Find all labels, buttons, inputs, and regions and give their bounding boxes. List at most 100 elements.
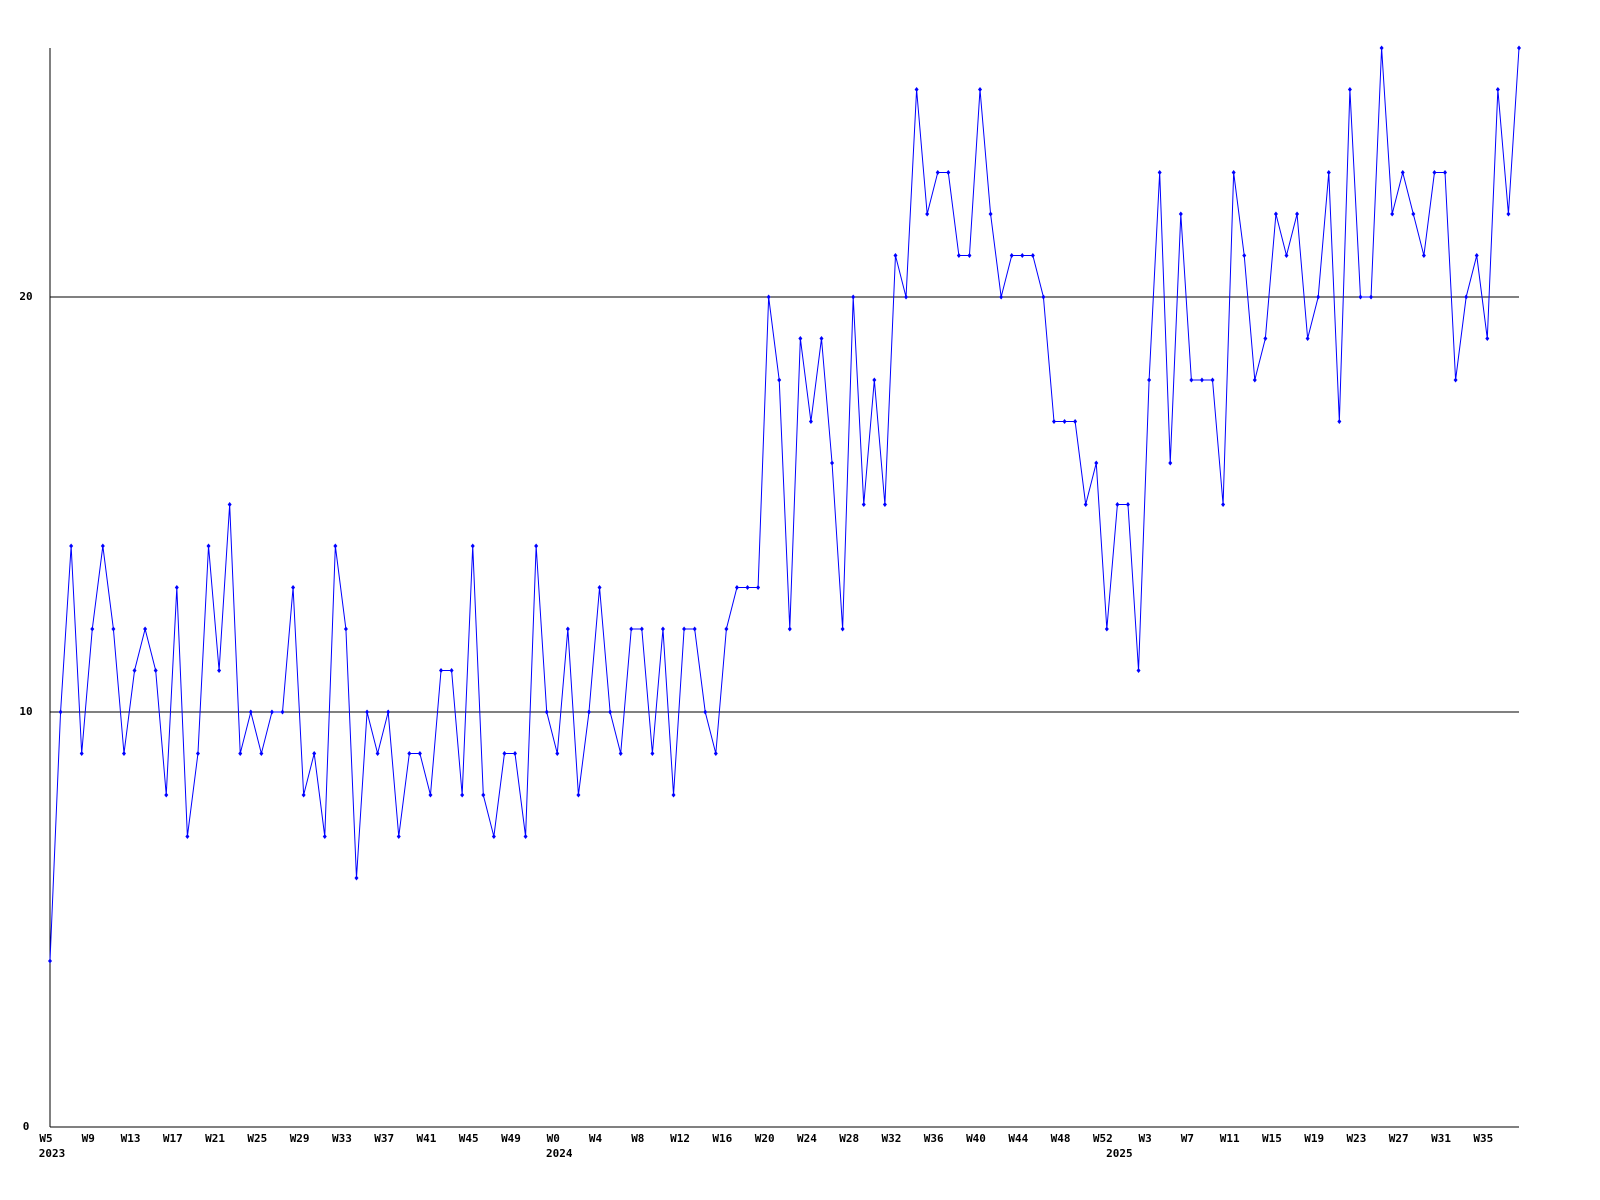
data-point: [1347, 87, 1352, 92]
data-point: [470, 543, 475, 549]
data-point: [956, 253, 961, 258]
data-point: [808, 419, 813, 424]
data-point: [386, 709, 391, 715]
x-tick-label: W15: [1262, 1132, 1282, 1145]
data-point: [1231, 170, 1236, 175]
x-tick-label: W3: [1138, 1132, 1151, 1145]
data-point: [1115, 502, 1120, 507]
data-point: [439, 668, 444, 673]
data-line: [49, 47, 1520, 962]
data-point: [343, 626, 348, 632]
data-point: [1125, 502, 1130, 507]
data-point: [291, 585, 296, 590]
data-point: [322, 834, 327, 839]
data-point: [1295, 211, 1300, 217]
x-tick-label: W35: [1473, 1132, 1493, 1145]
x-tick-label: W41: [417, 1132, 437, 1145]
data-point: [861, 502, 866, 507]
data-point: [851, 294, 856, 300]
data-point: [830, 460, 835, 466]
data-point: [1009, 253, 1014, 258]
data-point: [745, 585, 750, 590]
x-tick-label: W32: [882, 1132, 902, 1145]
data-point: [1168, 460, 1173, 466]
x-tick-label: W21: [205, 1132, 225, 1145]
x-tick-label: W29: [290, 1132, 310, 1145]
data-point: [217, 668, 222, 673]
data-point: [301, 792, 306, 798]
x-tick-label: W4: [589, 1132, 603, 1145]
data-point: [734, 585, 739, 590]
data-point: [618, 751, 623, 756]
data-point: [1453, 377, 1458, 383]
data-point: [1432, 170, 1437, 175]
data-point: [724, 626, 729, 632]
data-point: [58, 709, 63, 715]
x-tick-label: W45: [459, 1132, 479, 1145]
data-point: [946, 170, 951, 175]
x-tick-label: W33: [332, 1132, 352, 1145]
data-point: [1083, 502, 1088, 507]
data-point: [1485, 336, 1490, 341]
data-point: [608, 709, 613, 715]
data-point: [914, 87, 919, 92]
data-point: [206, 543, 211, 549]
data-point: [1506, 211, 1511, 217]
data-point: [1051, 419, 1056, 424]
data-point: [1369, 294, 1374, 300]
data-point: [713, 751, 718, 756]
data-point: [1379, 45, 1384, 51]
data-point: [629, 626, 634, 632]
data-point: [671, 792, 676, 798]
data-point: [121, 751, 126, 756]
data-point: [523, 834, 528, 839]
data-point: [1041, 294, 1046, 300]
data-point: [967, 253, 972, 258]
data-point: [1337, 419, 1342, 424]
data-point: [1252, 377, 1257, 383]
x-tick-label: W36: [924, 1132, 944, 1145]
data-point: [69, 543, 74, 549]
data-point: [1284, 253, 1289, 258]
data-point: [513, 751, 518, 756]
data-point: [1474, 253, 1479, 258]
year-label: 2024: [546, 1147, 573, 1160]
x-tick-label: W20: [755, 1132, 775, 1145]
data-point: [280, 709, 285, 715]
data-point: [185, 834, 190, 839]
data-point: [396, 834, 401, 839]
data-point: [1400, 170, 1405, 175]
data-point: [417, 751, 422, 756]
data-point: [100, 543, 105, 549]
data-point: [534, 543, 539, 549]
data-point: [375, 751, 380, 756]
x-tick-label: W24: [797, 1132, 817, 1145]
data-point: [428, 792, 433, 798]
data-point: [1495, 87, 1500, 92]
data-point: [777, 377, 782, 383]
data-point: [1020, 253, 1025, 258]
data-point: [787, 626, 792, 632]
x-tick-label: W8: [631, 1132, 644, 1145]
data-point: [174, 585, 179, 590]
year-label: 2025: [1106, 1147, 1133, 1160]
data-point: [1464, 294, 1469, 300]
data-point: [1030, 253, 1035, 258]
data-point: [893, 253, 898, 258]
data-point: [1390, 211, 1395, 217]
data-point: [79, 751, 84, 756]
data-point: [988, 211, 993, 217]
x-tick-label: W31: [1431, 1132, 1451, 1145]
data-point: [925, 211, 930, 217]
data-point: [819, 336, 824, 341]
data-point: [565, 626, 570, 632]
x-tick-label: W19: [1304, 1132, 1324, 1145]
x-tick-label: W52: [1093, 1132, 1113, 1145]
data-point: [481, 792, 486, 798]
data-point: [491, 834, 496, 839]
data-point: [872, 377, 877, 383]
x-tick-label: W7: [1181, 1132, 1194, 1145]
x-tick-label: W49: [501, 1132, 521, 1145]
data-point: [1147, 377, 1152, 383]
data-point: [333, 543, 338, 549]
